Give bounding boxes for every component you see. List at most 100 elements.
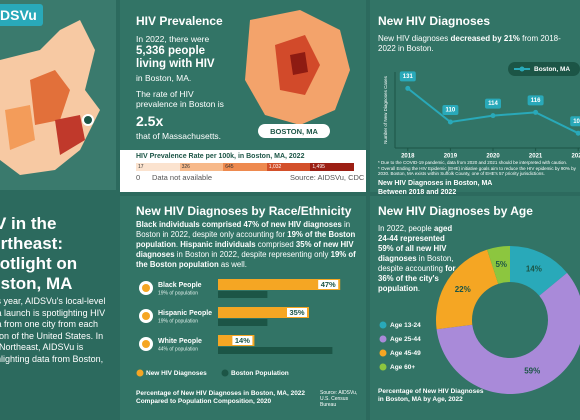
label-bg xyxy=(399,71,416,82)
region-shape xyxy=(55,115,85,155)
legend-label: Age 25-44 xyxy=(390,336,421,343)
badge: BOSTON, MA xyxy=(270,127,318,136)
data-label: 35% xyxy=(289,308,304,317)
count: 5,336 people living with HIV xyxy=(136,45,215,70)
category-label: Hispanic People xyxy=(158,310,212,317)
legend-swatch xyxy=(379,321,387,329)
scale-step: 1,495 xyxy=(310,163,354,171)
text: in Boston in 2022, despite representing … xyxy=(174,250,331,259)
bar xyxy=(218,319,268,326)
line xyxy=(407,87,579,135)
label-bg xyxy=(527,95,544,106)
section-title: New HIV Diagnoses by Age xyxy=(378,204,533,218)
text: The rate of HIV prevalence in Boston is xyxy=(136,89,224,109)
source: Source: AIDSVu, U.S. Census Bureau xyxy=(320,390,358,408)
label-bg xyxy=(287,308,307,317)
legend-label: Age 60+ xyxy=(390,364,415,371)
text: aged 24-44 represented 59% of all new HI… xyxy=(378,224,453,263)
legend-swatch xyxy=(136,369,144,377)
text: as well. xyxy=(218,260,247,269)
note: * Overall Ending the HIV Epidemic (EHE) … xyxy=(378,165,576,177)
label-bg xyxy=(232,336,253,345)
bar xyxy=(218,279,341,290)
legend-label: Age 13-24 xyxy=(390,322,421,329)
bar xyxy=(218,291,268,298)
category-icon xyxy=(142,312,150,320)
data-label: 14% xyxy=(235,336,250,345)
category-icon xyxy=(142,284,150,292)
text: comprised xyxy=(255,240,296,249)
text: 19% of the Boston population xyxy=(136,230,356,249)
legend-swatch xyxy=(379,363,387,371)
x-tick-label: 2020 xyxy=(486,154,500,160)
legend-label: Age 45-49 xyxy=(390,350,421,357)
left-body: This year, AIDSVu's local-level data lau… xyxy=(0,296,106,375)
region-map xyxy=(0,20,100,175)
section-title: HIV Prevalence xyxy=(136,14,223,28)
map-shape xyxy=(290,52,308,75)
data-label: 110 xyxy=(446,108,456,114)
text: from 2018-2022 in Boston. xyxy=(378,34,561,53)
text: Black individuals comprised 47% of new H… xyxy=(136,220,342,229)
legend-swatch xyxy=(379,335,387,343)
y-axis-label: Number of New Diagnoses Cases xyxy=(383,75,388,144)
section-title: New HIV Diagnoses by Race/Ethnicity xyxy=(136,204,352,218)
text: decreased by 21% xyxy=(450,34,520,43)
point xyxy=(405,85,411,91)
label-bg xyxy=(318,280,339,289)
data-label: 114 xyxy=(488,101,498,107)
region-shape xyxy=(30,70,70,125)
x-tick-label: 2022 xyxy=(572,154,580,160)
description: Black individuals comprised 47% of new H… xyxy=(136,220,362,270)
lead: New HIV diagnoses decreased by 21% from … xyxy=(378,34,578,54)
label-bg xyxy=(442,105,459,115)
category-icon xyxy=(142,340,150,348)
note: * Due to the COVID-19 pandemic, data fro… xyxy=(378,160,568,165)
legend-label: Boston Population xyxy=(231,370,289,377)
region-shape xyxy=(5,105,35,150)
section-title: New HIV Diagnoses xyxy=(378,14,491,28)
bar xyxy=(218,347,333,354)
category-label: White People xyxy=(158,338,202,345)
legend-bg xyxy=(508,62,580,76)
na-label: Data not available xyxy=(152,173,213,182)
badge-bg xyxy=(258,124,330,138)
slice xyxy=(510,246,568,296)
text: 19% of the Boston population xyxy=(136,250,356,269)
brand-logo: AIDSVu xyxy=(0,4,43,26)
diagnoses-panel xyxy=(370,0,580,192)
caption: Percentage of New HIV Diagnoses in Bosto… xyxy=(378,388,484,403)
data-label: 14% xyxy=(526,264,542,273)
slice xyxy=(487,246,510,284)
text: in Boston, MA. xyxy=(136,73,192,83)
legend-label: Boston, MA xyxy=(534,66,570,73)
category-label: Black People xyxy=(158,282,202,289)
data-label: 116 xyxy=(531,98,541,104)
text: . xyxy=(417,284,421,293)
legend-swatch xyxy=(519,66,525,72)
data-label: 22% xyxy=(455,285,471,294)
category-note: 19% of population xyxy=(158,318,198,324)
source: Source: AIDSVu, CDC xyxy=(290,173,365,182)
label-bg xyxy=(570,116,580,127)
caption: Percentage of New HIV Diagnoses in Bosto… xyxy=(136,390,306,405)
ratio: 2.5x xyxy=(136,113,164,129)
text: in Boston in 2022, despite only accounti… xyxy=(136,220,351,239)
slice xyxy=(436,272,580,394)
slice xyxy=(436,249,499,330)
legend-swatch xyxy=(221,369,229,377)
data-label: 47% xyxy=(321,280,336,289)
scale-step: 17 xyxy=(136,163,180,171)
legend-title: HIV Prevalence Rate per 100k, in Boston,… xyxy=(136,153,305,160)
text: Hispanic individuals xyxy=(180,240,256,249)
scale-step: 1,032 xyxy=(266,163,311,171)
x-tick-label: 2021 xyxy=(529,154,543,160)
category-note: 44% of population xyxy=(158,346,198,352)
point xyxy=(490,113,496,119)
legend-label: New HIV Diagnoses xyxy=(146,370,207,377)
caption: New HIV Diagnoses in Boston, MA Between … xyxy=(378,180,493,196)
x-tick-label: 2019 xyxy=(444,154,458,160)
